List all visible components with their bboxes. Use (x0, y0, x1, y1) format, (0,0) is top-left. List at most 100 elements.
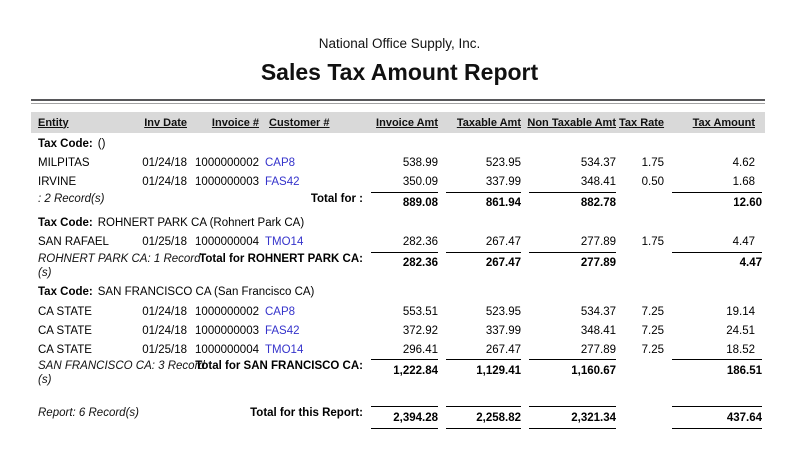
total-invoice-amt-value: 282.36 (371, 251, 438, 271)
total-for-label: Total for : (310, 192, 363, 205)
total-for-label: Total for this Report: (250, 407, 363, 419)
total-tax-amount: 437.64 (667, 406, 765, 431)
total-invoice-amt-value: 889.08 (371, 191, 438, 211)
total-non-taxable-amt-value: 882.78 (529, 191, 616, 211)
customer-link[interactable]: TMO14 (265, 236, 304, 248)
customer-link[interactable]: TMO14 (265, 343, 304, 356)
entity-cell: IRVINE (38, 176, 77, 188)
group-total-row: ROHNERT PARK CA: 1 Record (s) Total for R… (31, 251, 765, 282)
total-tax-amount: 4.47 (667, 251, 765, 282)
column-header-taxable-amt: Taxable Amt (441, 112, 524, 133)
non-taxable-amt-cell: 534.37 (580, 305, 616, 318)
taxable-amt-cell: 267.47 (485, 236, 521, 248)
total-taxable-amt-value: 1,129.41 (446, 359, 521, 378)
column-header-non-taxable-amt: Non Taxable Amt (524, 112, 619, 133)
tax-amount-cell: 4.62 (732, 157, 755, 169)
tax-code-value: ROHNERT PARK CA (Rohnert Park CA) (97, 216, 305, 229)
page-title: Sales Tax Amount Report (260, 59, 539, 85)
taxable-amt-cell: 337.99 (485, 176, 521, 188)
total-invoice-amt: 282.36 (366, 251, 441, 282)
invoice-num-cell: 1000000003 (195, 324, 259, 337)
invoice-num-cell: 1000000003 (195, 176, 259, 188)
tax-code-value: () (97, 137, 106, 150)
total-non-taxable-amt: 277.89 (524, 251, 619, 282)
tax-amount-cell: 4.47 (732, 236, 755, 248)
total-tax-rate-empty-cell (619, 406, 667, 431)
invoice-num-cell: 1000000004 (195, 343, 259, 356)
table-row: IRVINE 01/24/18 1000000003 FAS42 350.09 337.9… (31, 173, 765, 192)
report-table: Entity Inv Date Invoice # Customer # Invoice… (31, 112, 765, 431)
table-row: MILPITAS 01/24/18 1000000002 CAP8 538.99 523.… (31, 154, 765, 173)
inv-date-cell: 01/25/18 (142, 343, 187, 356)
customer-link[interactable]: CAP8 (265, 157, 296, 169)
total-non-taxable-amt: 1,160.67 (524, 359, 619, 389)
spacer-cell (31, 389, 765, 406)
company-name: National Office Supply, Inc. (318, 36, 481, 51)
non-taxable-amt-cell: 277.89 (580, 343, 616, 356)
customer-cell: FAS42 (262, 321, 366, 340)
total-tax-rate-empty-cell (619, 192, 667, 213)
invoice-amt-cell: 350.09 (402, 176, 438, 188)
record-count-label: ROHNERT PARK CA: 1 Record (s) (38, 252, 201, 279)
spacer-row (31, 389, 765, 406)
column-header-invoice-amt: Invoice Amt (366, 112, 441, 133)
column-header-tax-rate: Tax Rate (619, 112, 667, 133)
inv-date-cell: 01/24/18 (142, 324, 187, 337)
tax-code-label: Tax Code: (38, 137, 93, 150)
tax-code-cell: Tax Code: ROHNERT PARK CA (Rohnert Park C… (31, 212, 765, 233)
table-row: SAN RAFAEL 01/25/18 1000000004 TMO14 282.36 2… (31, 233, 765, 252)
inv-date-cell: 01/24/18 (142, 176, 187, 188)
tax-rate-cell: 7.25 (641, 305, 664, 318)
record-count-label: : 2 Record(s) (38, 192, 105, 205)
tax-rate-cell: 0.50 (641, 176, 664, 188)
total-for-label: Total for SAN FRANCISCO CA: (195, 360, 363, 372)
inv-date-cell: 01/25/18 (142, 236, 187, 248)
total-taxable-amt: 1,129.41 (441, 359, 524, 389)
record-count-label: Report: 6 Record(s) (38, 407, 139, 419)
tax-rate-cell: 1.75 (641, 157, 664, 169)
invoice-amt-cell: 372.92 (402, 324, 438, 337)
total-tax-amount-value: 437.64 (672, 406, 762, 429)
tax-amount-cell: 24.51 (726, 324, 755, 337)
column-header-customer: Customer # (262, 112, 366, 133)
total-invoice-amt-value: 1,222.84 (371, 359, 438, 378)
entity-cell: CA STATE (38, 324, 92, 337)
table-row: CA STATE 01/24/18 1000000002 CAP8 553.51 523.… (31, 302, 765, 321)
customer-link[interactable]: CAP8 (265, 305, 296, 318)
group-total-row: SAN FRANCISCO CA: 3 Record (s) Total for … (31, 359, 765, 389)
customer-link[interactable]: FAS42 (265, 176, 300, 188)
tax-amount-cell: 19.14 (726, 305, 755, 318)
taxable-amt-cell: 337.99 (485, 324, 521, 337)
total-invoice-amt-value: 2,394.28 (371, 406, 438, 429)
entity-cell: CA STATE (38, 305, 92, 318)
total-non-taxable-amt-value: 2,321.34 (529, 406, 616, 429)
invoice-num-cell: 1000000004 (195, 236, 259, 248)
column-header-tax-amount: Tax Amount (667, 112, 765, 133)
tax-amount-cell: 18.52 (726, 343, 755, 356)
tax-code-label: Tax Code: (38, 286, 93, 298)
invoice-amt-cell: 538.99 (402, 157, 438, 169)
column-header-entity: Entity (31, 112, 136, 133)
invoice-amt-cell: 296.41 (402, 343, 438, 356)
column-header-invoice-num: Invoice # (190, 112, 262, 133)
tax-amount-cell: 1.68 (732, 176, 755, 188)
non-taxable-amt-cell: 534.37 (580, 157, 616, 169)
non-taxable-amt-cell: 348.41 (580, 176, 616, 188)
record-count-label: SAN FRANCISCO CA: 3 Record (s) (38, 360, 205, 386)
customer-cell: TMO14 (262, 340, 366, 359)
customer-cell: TMO14 (262, 233, 366, 252)
inv-date-cell: 01/24/18 (142, 157, 187, 169)
column-header-row: Entity Inv Date Invoice # Customer # Invoice… (31, 112, 765, 133)
total-non-taxable-amt: 2,321.34 (524, 406, 619, 431)
group-total-row: : 2 Record(s) Total for : 889.08 861.94 882.… (31, 191, 765, 213)
invoice-num-cell: 1000000002 (195, 157, 259, 169)
total-taxable-amt-value: 2,258.82 (446, 406, 521, 429)
tax-code-cell: Tax Code: () (31, 133, 765, 154)
inv-date-cell: 01/24/18 (142, 305, 187, 318)
customer-link[interactable]: FAS42 (265, 324, 300, 337)
taxable-amt-cell: 523.95 (485, 305, 521, 318)
total-for-label: Total for ROHNERT PARK CA: (199, 252, 363, 265)
total-invoice-amt: 2,394.28 (366, 406, 441, 431)
total-tax-amount-value: 12.60 (672, 191, 762, 211)
